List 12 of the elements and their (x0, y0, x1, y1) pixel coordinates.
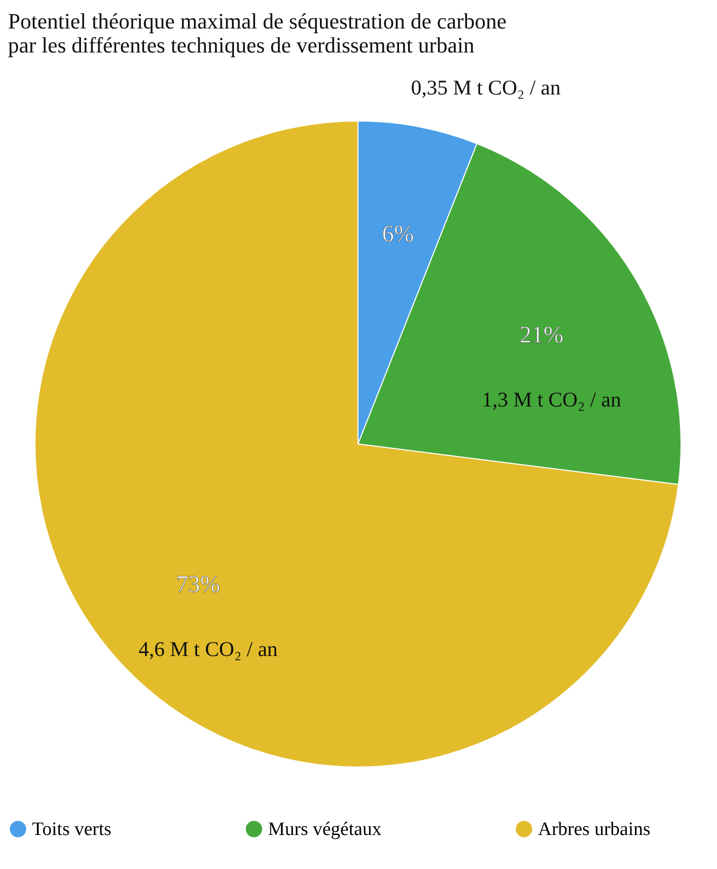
text: 4,6 M t CO₂ / an (138, 636, 278, 661)
legend-label: Murs végétaux (268, 819, 382, 840)
text: par les différentes techniques de verdissement urbain (8, 32, 474, 58)
pie-slice (34, 120, 679, 768)
legend-label: Toits verts (32, 819, 112, 840)
legend-label: Arbres urbains (538, 819, 650, 840)
text: 0,35 M t CO₂ / an (410, 76, 562, 100)
data-label: 21% (519, 322, 564, 348)
text: Potentiel théorique maximal de séquestration de carbone (8, 8, 507, 34)
data-label: 73% (176, 572, 220, 598)
text: 1,3 M t CO₂ / an (482, 387, 622, 412)
data-label: 6% (382, 222, 414, 248)
